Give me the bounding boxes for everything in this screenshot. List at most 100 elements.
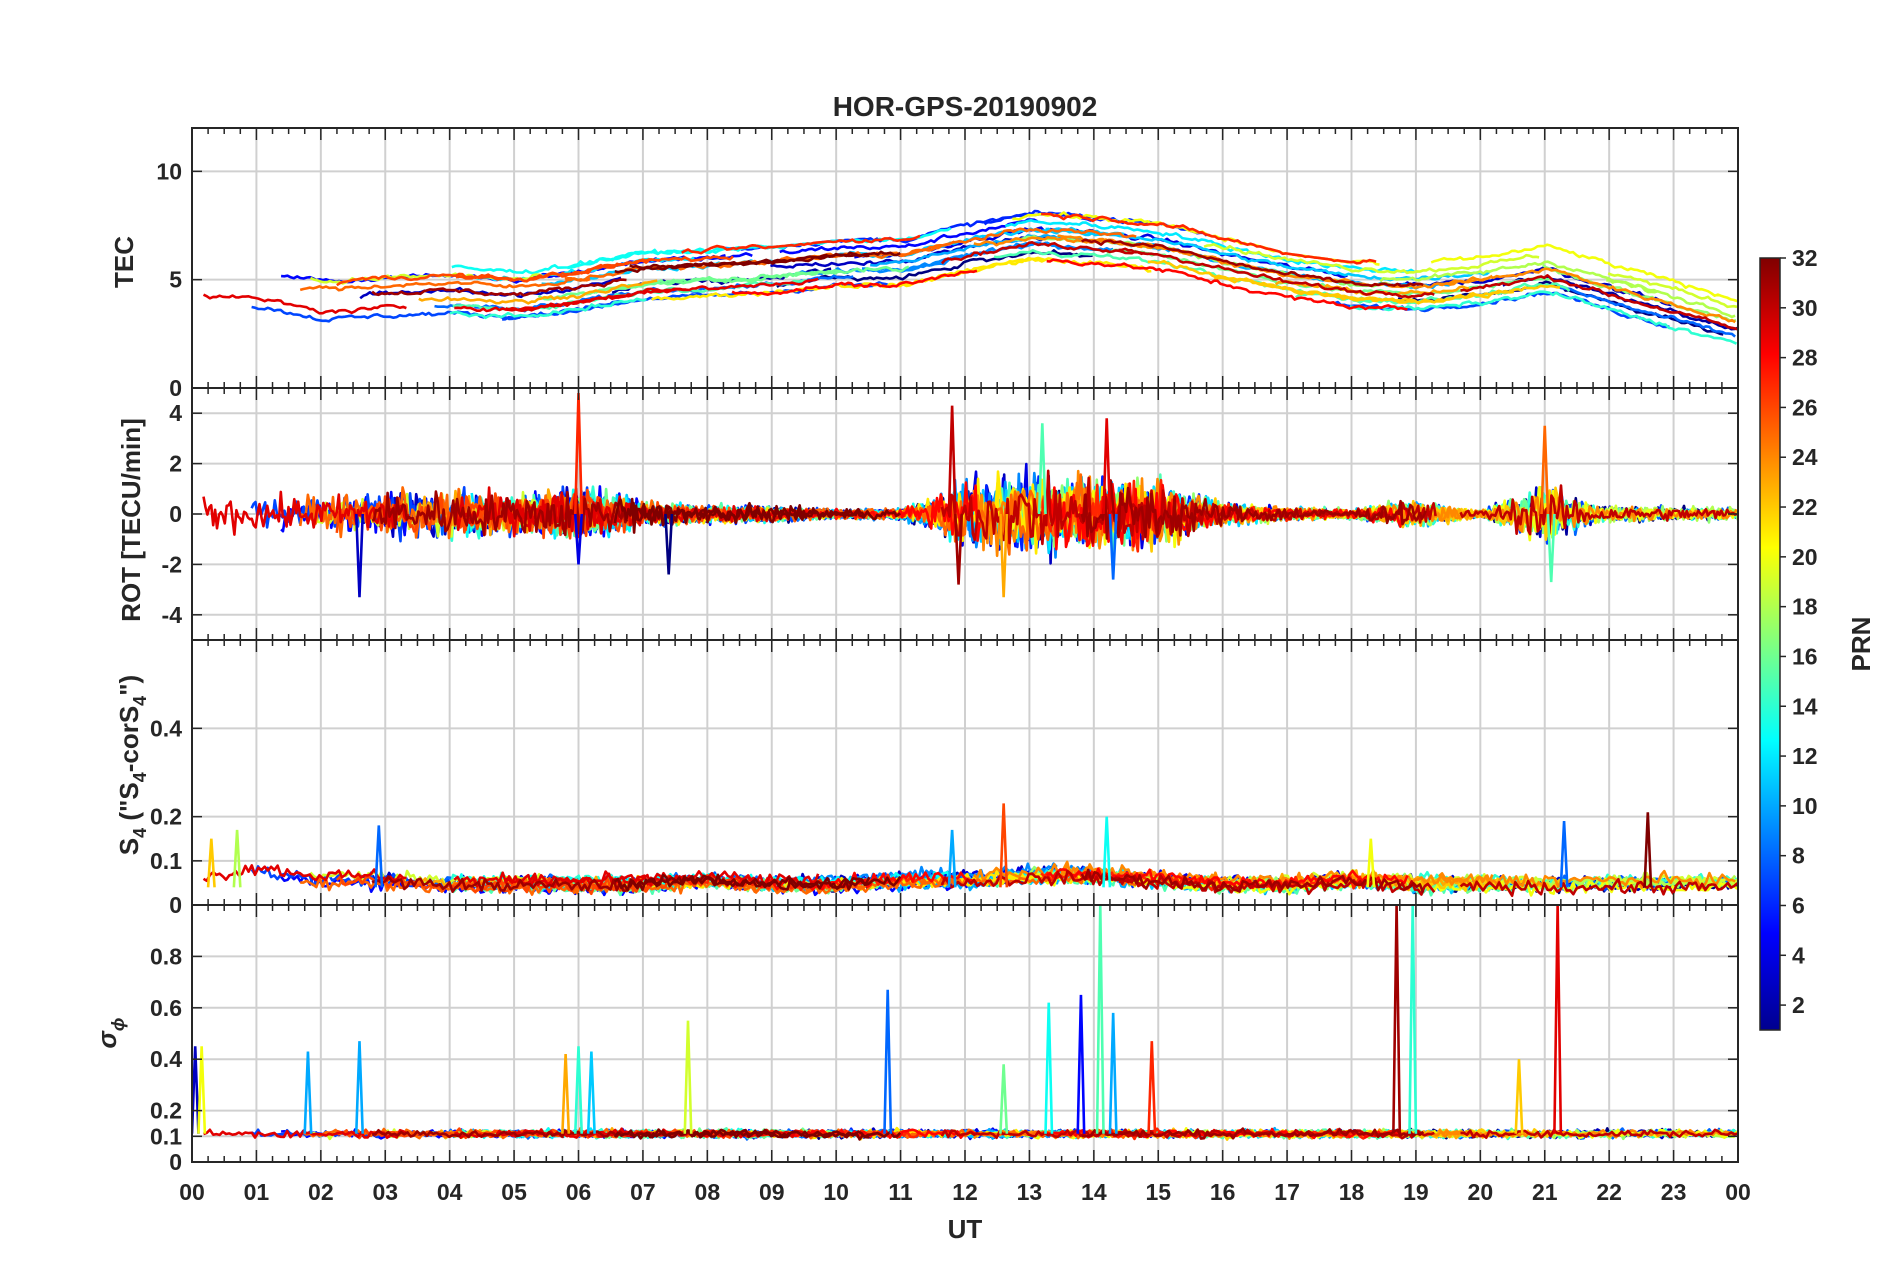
x-tick-label: 09 xyxy=(759,1179,785,1205)
y-tick-label: 0 xyxy=(169,375,182,401)
spike-mark xyxy=(1546,513,1556,583)
prn-series xyxy=(651,256,1045,301)
prn-series xyxy=(592,269,842,295)
spike-mark xyxy=(947,405,957,515)
prn-series xyxy=(1080,479,1427,540)
spike-mark xyxy=(999,1064,1009,1134)
spike-mark xyxy=(683,1020,693,1134)
prn-series xyxy=(1118,247,1435,299)
colorbar-tick-label: 24 xyxy=(1792,444,1818,470)
prn-series xyxy=(418,279,658,305)
prn-series xyxy=(629,1128,902,1139)
prn-series xyxy=(1081,1127,1425,1140)
x-tick-label: 01 xyxy=(244,1179,270,1205)
spike-mark xyxy=(573,1046,584,1134)
x-tick-label: 23 xyxy=(1661,1179,1687,1205)
x-tick-label: 00 xyxy=(179,1179,205,1205)
y-tick-label: 0 xyxy=(169,501,182,527)
spike-mark xyxy=(1044,1002,1054,1134)
spike-mark xyxy=(1559,821,1569,888)
spike-mark xyxy=(947,829,957,888)
prn-series xyxy=(1349,290,1738,345)
prn-series xyxy=(613,1128,870,1141)
y-axis-label-rot: ROT [TECU/min] xyxy=(116,418,146,622)
spike-mark xyxy=(1108,1012,1118,1134)
spike-mark xyxy=(883,989,893,1134)
x-tick-label: 00 xyxy=(1725,1179,1751,1205)
prn-series xyxy=(940,241,1146,265)
x-tick-label: 12 xyxy=(952,1179,978,1205)
prn-series xyxy=(1607,272,1738,309)
spike-mark xyxy=(999,803,1009,888)
y-tick-label: 0.8 xyxy=(150,943,182,969)
prn-series xyxy=(628,874,902,892)
colorbar-tick-label: 16 xyxy=(1792,643,1818,669)
spike-mark xyxy=(1037,423,1047,515)
colorbar-tick-label: 32 xyxy=(1792,245,1818,271)
spike-mark xyxy=(1408,905,1418,1134)
y-tick-label: 0.4 xyxy=(150,715,182,741)
spike-mark xyxy=(1076,994,1086,1134)
series-lines xyxy=(202,209,1738,345)
spike-mark xyxy=(1147,1041,1157,1134)
y-tick-label: -2 xyxy=(162,551,182,577)
colorbar-tick-label: 10 xyxy=(1792,793,1818,819)
prn-series xyxy=(1203,243,1540,275)
y-tick-label: 0.2 xyxy=(150,804,182,830)
x-tick-label: 17 xyxy=(1274,1179,1300,1205)
spike-mark xyxy=(374,825,384,888)
y-tick-label: 5 xyxy=(169,267,182,293)
spike-mark xyxy=(954,513,964,585)
x-tick-label: 05 xyxy=(501,1179,527,1205)
colorbar-tick-label: 4 xyxy=(1792,942,1805,968)
prn-series xyxy=(1460,1128,1738,1139)
prn-series xyxy=(505,277,819,313)
prn-series xyxy=(1046,258,1408,311)
colorbar-tick-label: 2 xyxy=(1792,992,1805,1018)
prn-series xyxy=(1041,212,1377,265)
colorbar-label: PRN xyxy=(1846,617,1876,672)
prn-series xyxy=(1459,877,1738,898)
x-tick-label: 03 xyxy=(372,1179,398,1205)
x-tick-label: 02 xyxy=(308,1179,334,1205)
x-tick-label: 13 xyxy=(1017,1179,1043,1205)
prn-series xyxy=(1557,285,1736,338)
prn-series xyxy=(455,258,653,283)
prn-series xyxy=(372,1129,628,1139)
spike-mark xyxy=(1102,418,1112,515)
prn-series xyxy=(779,218,1038,255)
x-tick-label: 10 xyxy=(823,1179,849,1205)
spike-mark xyxy=(1102,816,1112,888)
prn-series xyxy=(336,255,734,287)
chart-title: HOR-GPS-20190902 xyxy=(833,91,1098,122)
spike-mark xyxy=(1643,812,1653,888)
series-lines xyxy=(202,393,1738,598)
spike-mark xyxy=(354,1041,365,1134)
y-tick-label: 0 xyxy=(169,1149,182,1175)
prn-series xyxy=(371,278,627,297)
colorbar-tick-label: 30 xyxy=(1792,295,1818,321)
y-tick-label: 0.6 xyxy=(150,995,182,1021)
y-tick-label: 0 xyxy=(169,892,182,918)
prn-series xyxy=(613,873,871,892)
y-tick-label: 4 xyxy=(169,400,182,426)
prn-series xyxy=(1081,238,1424,288)
spike-mark xyxy=(999,513,1009,598)
y-tick-label: 0.1 xyxy=(150,1123,182,1149)
spike-mark xyxy=(197,1046,207,1134)
prn-series xyxy=(716,227,1137,269)
spike-mark xyxy=(1366,838,1376,888)
prn-series xyxy=(681,234,921,255)
y-tick-label: 0.1 xyxy=(150,848,182,874)
spike-mark xyxy=(1108,513,1118,580)
colorbar-tick-label: 22 xyxy=(1792,494,1818,520)
panel-rot: -4 -2 0 2 4 xyxy=(162,387,1739,641)
x-tick-label: 22 xyxy=(1596,1179,1622,1205)
series-lines xyxy=(202,803,1738,898)
spike-mark xyxy=(303,1051,313,1134)
spike-mark xyxy=(573,513,584,565)
colorbar-tick-label: 20 xyxy=(1792,544,1818,570)
spike-mark xyxy=(586,1051,596,1134)
